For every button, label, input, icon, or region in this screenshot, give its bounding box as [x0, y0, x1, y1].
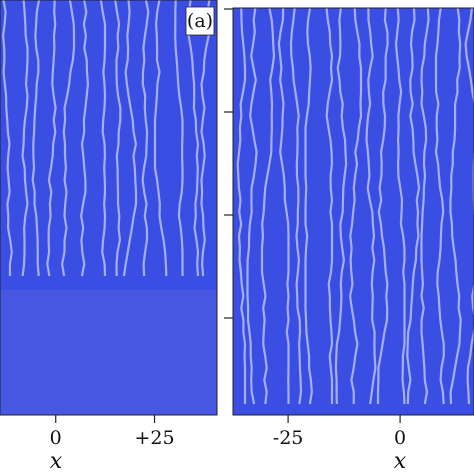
- stripe: [304, 8, 313, 405]
- x-axis-label: x: [50, 449, 63, 474]
- y-ticks: [224, 8, 233, 319]
- stripes: [1, 0, 211, 277]
- x-axis-label: x: [394, 449, 407, 474]
- stripe: [420, 8, 430, 405]
- stripe: [79, 0, 90, 277]
- stripe: [153, 0, 168, 277]
- stripe: [114, 0, 122, 277]
- stripe: [365, 8, 377, 405]
- stripe: [187, 0, 200, 277]
- panel-frame: [232, 7, 474, 416]
- stripe: [376, 8, 389, 404]
- stripe: [434, 8, 445, 405]
- stripe: [122, 0, 138, 277]
- panel-frame: [0, 0, 218, 416]
- stripe: [464, 8, 474, 405]
- annotation: (a): [187, 10, 213, 32]
- panel-a: [0, 0, 217, 415]
- stripe: [1, 0, 13, 277]
- stripe: [200, 0, 211, 277]
- stripe: [99, 0, 107, 277]
- stripe: [141, 0, 150, 277]
- stripe: [334, 8, 348, 405]
- stripe: [394, 8, 406, 405]
- x-tick-label: 0: [394, 427, 406, 449]
- stripe: [289, 8, 303, 405]
- x-tick-label: 0: [50, 427, 62, 449]
- stripe: [325, 8, 334, 404]
- stripe: [60, 0, 76, 277]
- stripe: [406, 8, 421, 405]
- stripe: [348, 8, 363, 405]
- stripe: [174, 0, 184, 276]
- stripe: [21, 0, 29, 277]
- stripe: [46, 0, 57, 277]
- stripe: [260, 8, 276, 405]
- stripes: [236, 8, 474, 405]
- x-tick-label: +25: [134, 427, 174, 449]
- panel-b: [233, 8, 474, 415]
- annotation-box: [185, 6, 215, 36]
- stripe: [246, 8, 258, 405]
- stripe: [277, 8, 290, 404]
- stripe: [236, 8, 247, 404]
- stripe: [31, 0, 41, 277]
- uniform-region: [0, 290, 217, 415]
- x-tick-label: -25: [273, 427, 304, 449]
- stripe: [449, 8, 462, 405]
